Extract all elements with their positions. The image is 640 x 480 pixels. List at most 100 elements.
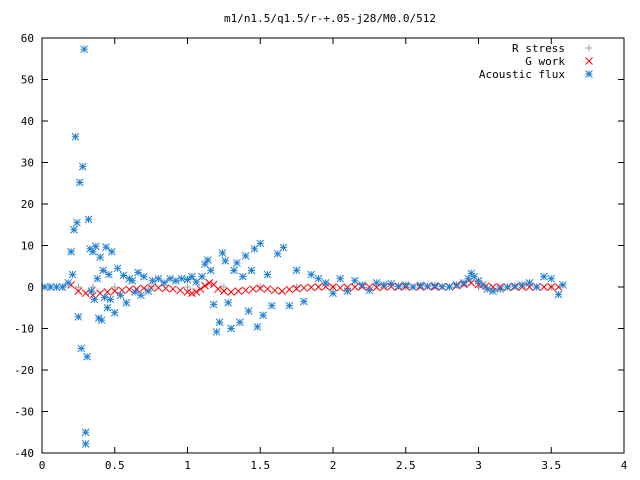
data-point [511,282,519,291]
axes: 0 0.5 1 1.5 2 2.5 3 3.5 4 -40 -30 -20 -10 0 10 20 30 40 50… [14,32,628,472]
data-point [106,295,115,304]
data-point [111,283,119,291]
data-point [70,225,78,234]
data-point [89,247,97,256]
data-point [128,276,137,285]
legend-label: R stress [512,42,565,55]
data-point [184,283,191,291]
data-point [110,287,119,296]
data-point [230,266,238,275]
data-point [241,286,250,295]
legend-label: G work [525,55,565,68]
data-point [329,283,337,291]
data-point [196,285,205,293]
data-point [212,327,221,336]
data-point [188,272,196,281]
data-point [358,281,366,289]
data-point [387,279,396,288]
data-point [139,272,148,281]
y-tick-label: -40 [14,447,34,460]
data-point [285,301,294,310]
data-point [100,293,109,302]
data-point [218,249,227,257]
data-point [147,283,155,291]
data-point [84,215,93,224]
data-point [118,286,126,295]
data-point [204,256,212,264]
x-tick-label: 0 [39,459,46,472]
x-tick-label: 3 [475,459,482,472]
y-tick-label: 20 [21,198,34,211]
data-point [90,295,99,304]
data-point [89,291,97,300]
data-point [169,285,177,293]
data-point [525,278,534,287]
data-point [270,286,279,295]
data-point [430,281,439,290]
data-point [188,289,196,298]
data-point [113,264,122,273]
data-point [336,283,345,292]
data-point [105,270,113,279]
data-point [365,286,374,295]
legend-label: Acoustic flux [479,68,565,81]
data-point [554,290,563,299]
data-point [160,278,169,287]
data-point [74,283,82,291]
data-point [249,285,257,293]
data-point [71,132,80,141]
data-point [372,278,381,287]
data-point [307,283,316,292]
data-point [273,249,282,258]
data-point [256,283,264,291]
data-point [80,45,89,54]
data-point [99,266,107,275]
data-point [314,283,323,291]
data-point [201,281,209,290]
data-point [559,281,567,289]
data-point [75,178,84,187]
data-point [97,316,106,325]
data-point [503,283,512,291]
data-point [107,247,116,256]
data-point [350,283,359,291]
data-point [102,243,110,252]
data-point [489,287,497,296]
data-point [68,270,77,279]
data-point [343,283,352,292]
data-point [220,287,228,296]
y-tick-label: 40 [21,115,34,128]
data-point [401,281,410,289]
data-point [183,288,192,296]
data-point [293,283,301,291]
y-tick-label: 0 [27,281,34,294]
data-point [234,287,243,296]
data-point [285,285,294,294]
data-point [148,276,157,285]
data-point [83,352,91,361]
data-point [176,286,185,295]
data-point [416,281,425,290]
data-layer [41,45,567,448]
data-point [253,322,262,331]
data-point [224,298,233,307]
x-tick-label: 4 [621,459,628,472]
y-tick-label: -10 [14,323,34,336]
data-point [64,278,73,287]
y-tick-label: 10 [21,240,34,253]
data-point [350,276,359,285]
data-point [423,282,432,291]
data-point [540,283,548,291]
data-point [137,291,145,300]
data-point [110,308,119,317]
data-point [58,283,67,291]
data-point [307,270,316,279]
x-tick-label: 1 [184,459,191,472]
chart-title: m1/n1.5/q1.5/r-+.05-j28/M0.0/512 [224,12,436,25]
data-point [81,440,90,448]
data-point [154,283,163,292]
data-point [227,324,236,333]
data-point [380,281,388,289]
